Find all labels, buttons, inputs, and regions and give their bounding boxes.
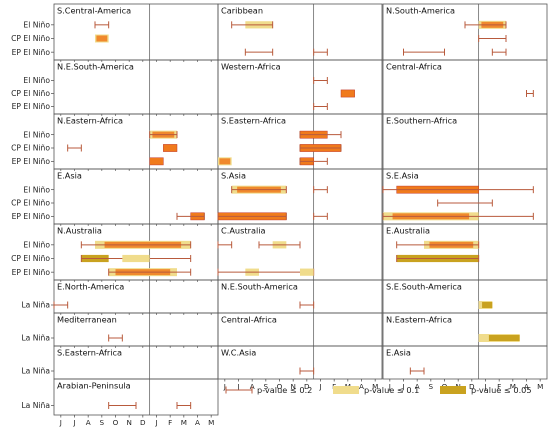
row-label: CP El Niño xyxy=(11,199,50,208)
panel-title: Central-Africa xyxy=(386,62,442,72)
legend-label: p-value ≤ 0.2 xyxy=(257,385,312,395)
panel-title: N.E.South-America xyxy=(57,62,134,72)
panel-title: S.Eastern-Africa xyxy=(57,348,122,358)
month-label: A xyxy=(415,382,420,391)
month-label: N xyxy=(290,382,295,391)
legend-swatch-p01 xyxy=(333,386,359,394)
row-label: EP El Niño xyxy=(12,268,51,277)
row-label: CP El Niño xyxy=(11,89,50,98)
row-label: CP El Niño xyxy=(11,254,50,263)
month-label: M xyxy=(537,382,543,391)
month-label: J xyxy=(388,382,391,391)
row-label: El Niño xyxy=(23,76,50,85)
panel-title: Central-Africa xyxy=(221,315,277,325)
month-label: J xyxy=(401,382,404,391)
row-label: El Niño xyxy=(23,240,50,249)
bar-p005 xyxy=(482,302,493,308)
row-label: CP El Niño xyxy=(11,34,50,43)
panel-frame xyxy=(217,345,383,380)
row-label: EP El Niño xyxy=(12,102,51,111)
bar-warm xyxy=(96,35,108,42)
row-label: El Niño xyxy=(23,130,50,139)
bar-significant xyxy=(163,144,178,152)
row-label: El Niño xyxy=(23,185,50,194)
row-label: CP El Niño xyxy=(11,144,50,153)
month-label: J xyxy=(223,382,226,391)
month-label: J xyxy=(72,418,75,427)
month-label: M xyxy=(510,382,516,391)
panel-title: S.Eastern-Africa xyxy=(221,116,286,126)
month-label: A xyxy=(524,382,529,391)
month-label: M xyxy=(372,382,378,391)
panel-title: N.Eastern-Africa xyxy=(386,315,452,325)
month-label: J xyxy=(483,382,486,391)
month-label: M xyxy=(181,418,187,427)
panel-title: W.C.Asia xyxy=(221,348,256,358)
month-label: S xyxy=(429,382,434,391)
panel-title: S.E.South-America xyxy=(386,282,462,292)
panel-title: E.Asia xyxy=(386,348,411,358)
month-label: A xyxy=(86,418,91,427)
row-label: El Niño xyxy=(23,20,50,29)
panel-title: N.Eastern-Africa xyxy=(57,116,123,126)
month-label: D xyxy=(140,418,146,427)
month-label: M xyxy=(208,418,214,427)
row-label: La Niña xyxy=(21,301,50,310)
bar-warm xyxy=(219,158,231,165)
row-label: EP El Niño xyxy=(12,157,51,166)
panel-title: E.Australia xyxy=(386,226,430,236)
bar-significant xyxy=(340,89,355,98)
bar-p01 xyxy=(300,268,314,276)
panel-title: S.Asia xyxy=(221,171,246,181)
row-label: La Niña xyxy=(21,334,50,343)
panel-title: N.E.South-America xyxy=(221,282,298,292)
panel-title: S.Central-America xyxy=(57,6,131,16)
panel-title: Mediterranean xyxy=(57,315,117,325)
row-label: EP El Niño xyxy=(12,212,51,221)
month-label: A xyxy=(195,418,200,427)
panel-title: N.Australia xyxy=(57,226,102,236)
legend-label: p-value ≤ 0.05 xyxy=(471,385,532,395)
month-label: S xyxy=(100,418,105,427)
month-label: D xyxy=(469,382,475,391)
panel-frame xyxy=(382,345,548,380)
month-label: F xyxy=(168,418,172,427)
panel-title: E.Southern-Africa xyxy=(386,116,457,126)
panel-title: Caribbean xyxy=(221,6,263,16)
month-label: O xyxy=(113,418,119,427)
legend-label: p-value ≤ 0.1 xyxy=(364,385,419,395)
month-label: J xyxy=(59,418,62,427)
panel-title: C.Australia xyxy=(221,226,266,236)
panel-frame xyxy=(53,378,219,416)
month-label: J xyxy=(154,418,157,427)
row-label: La Niña xyxy=(21,367,50,376)
month-label: F xyxy=(497,382,501,391)
month-label: D xyxy=(304,382,310,391)
panel-title: N.South-America xyxy=(386,6,455,16)
bar-significant xyxy=(149,157,164,166)
bar-p005 xyxy=(488,335,520,341)
panel-title: S.E.Asia xyxy=(386,171,419,181)
panel-title: E.North-America xyxy=(57,282,124,292)
month-label: J xyxy=(318,382,321,391)
month-label: N xyxy=(126,418,131,427)
row-label: La Niña xyxy=(21,401,50,410)
panel-title: Western-Africa xyxy=(221,62,281,72)
month-label: S xyxy=(264,382,269,391)
panel-title: Arabian-Peninsula xyxy=(57,381,131,391)
month-label: O xyxy=(277,382,283,391)
month-label: A xyxy=(359,382,364,391)
legend-swatch-p005 xyxy=(440,386,466,394)
row-label: EP El Niño xyxy=(12,48,51,57)
month-label: J xyxy=(236,382,239,391)
bar-p01 xyxy=(122,254,150,263)
panel-title: E.Asia xyxy=(57,171,82,181)
